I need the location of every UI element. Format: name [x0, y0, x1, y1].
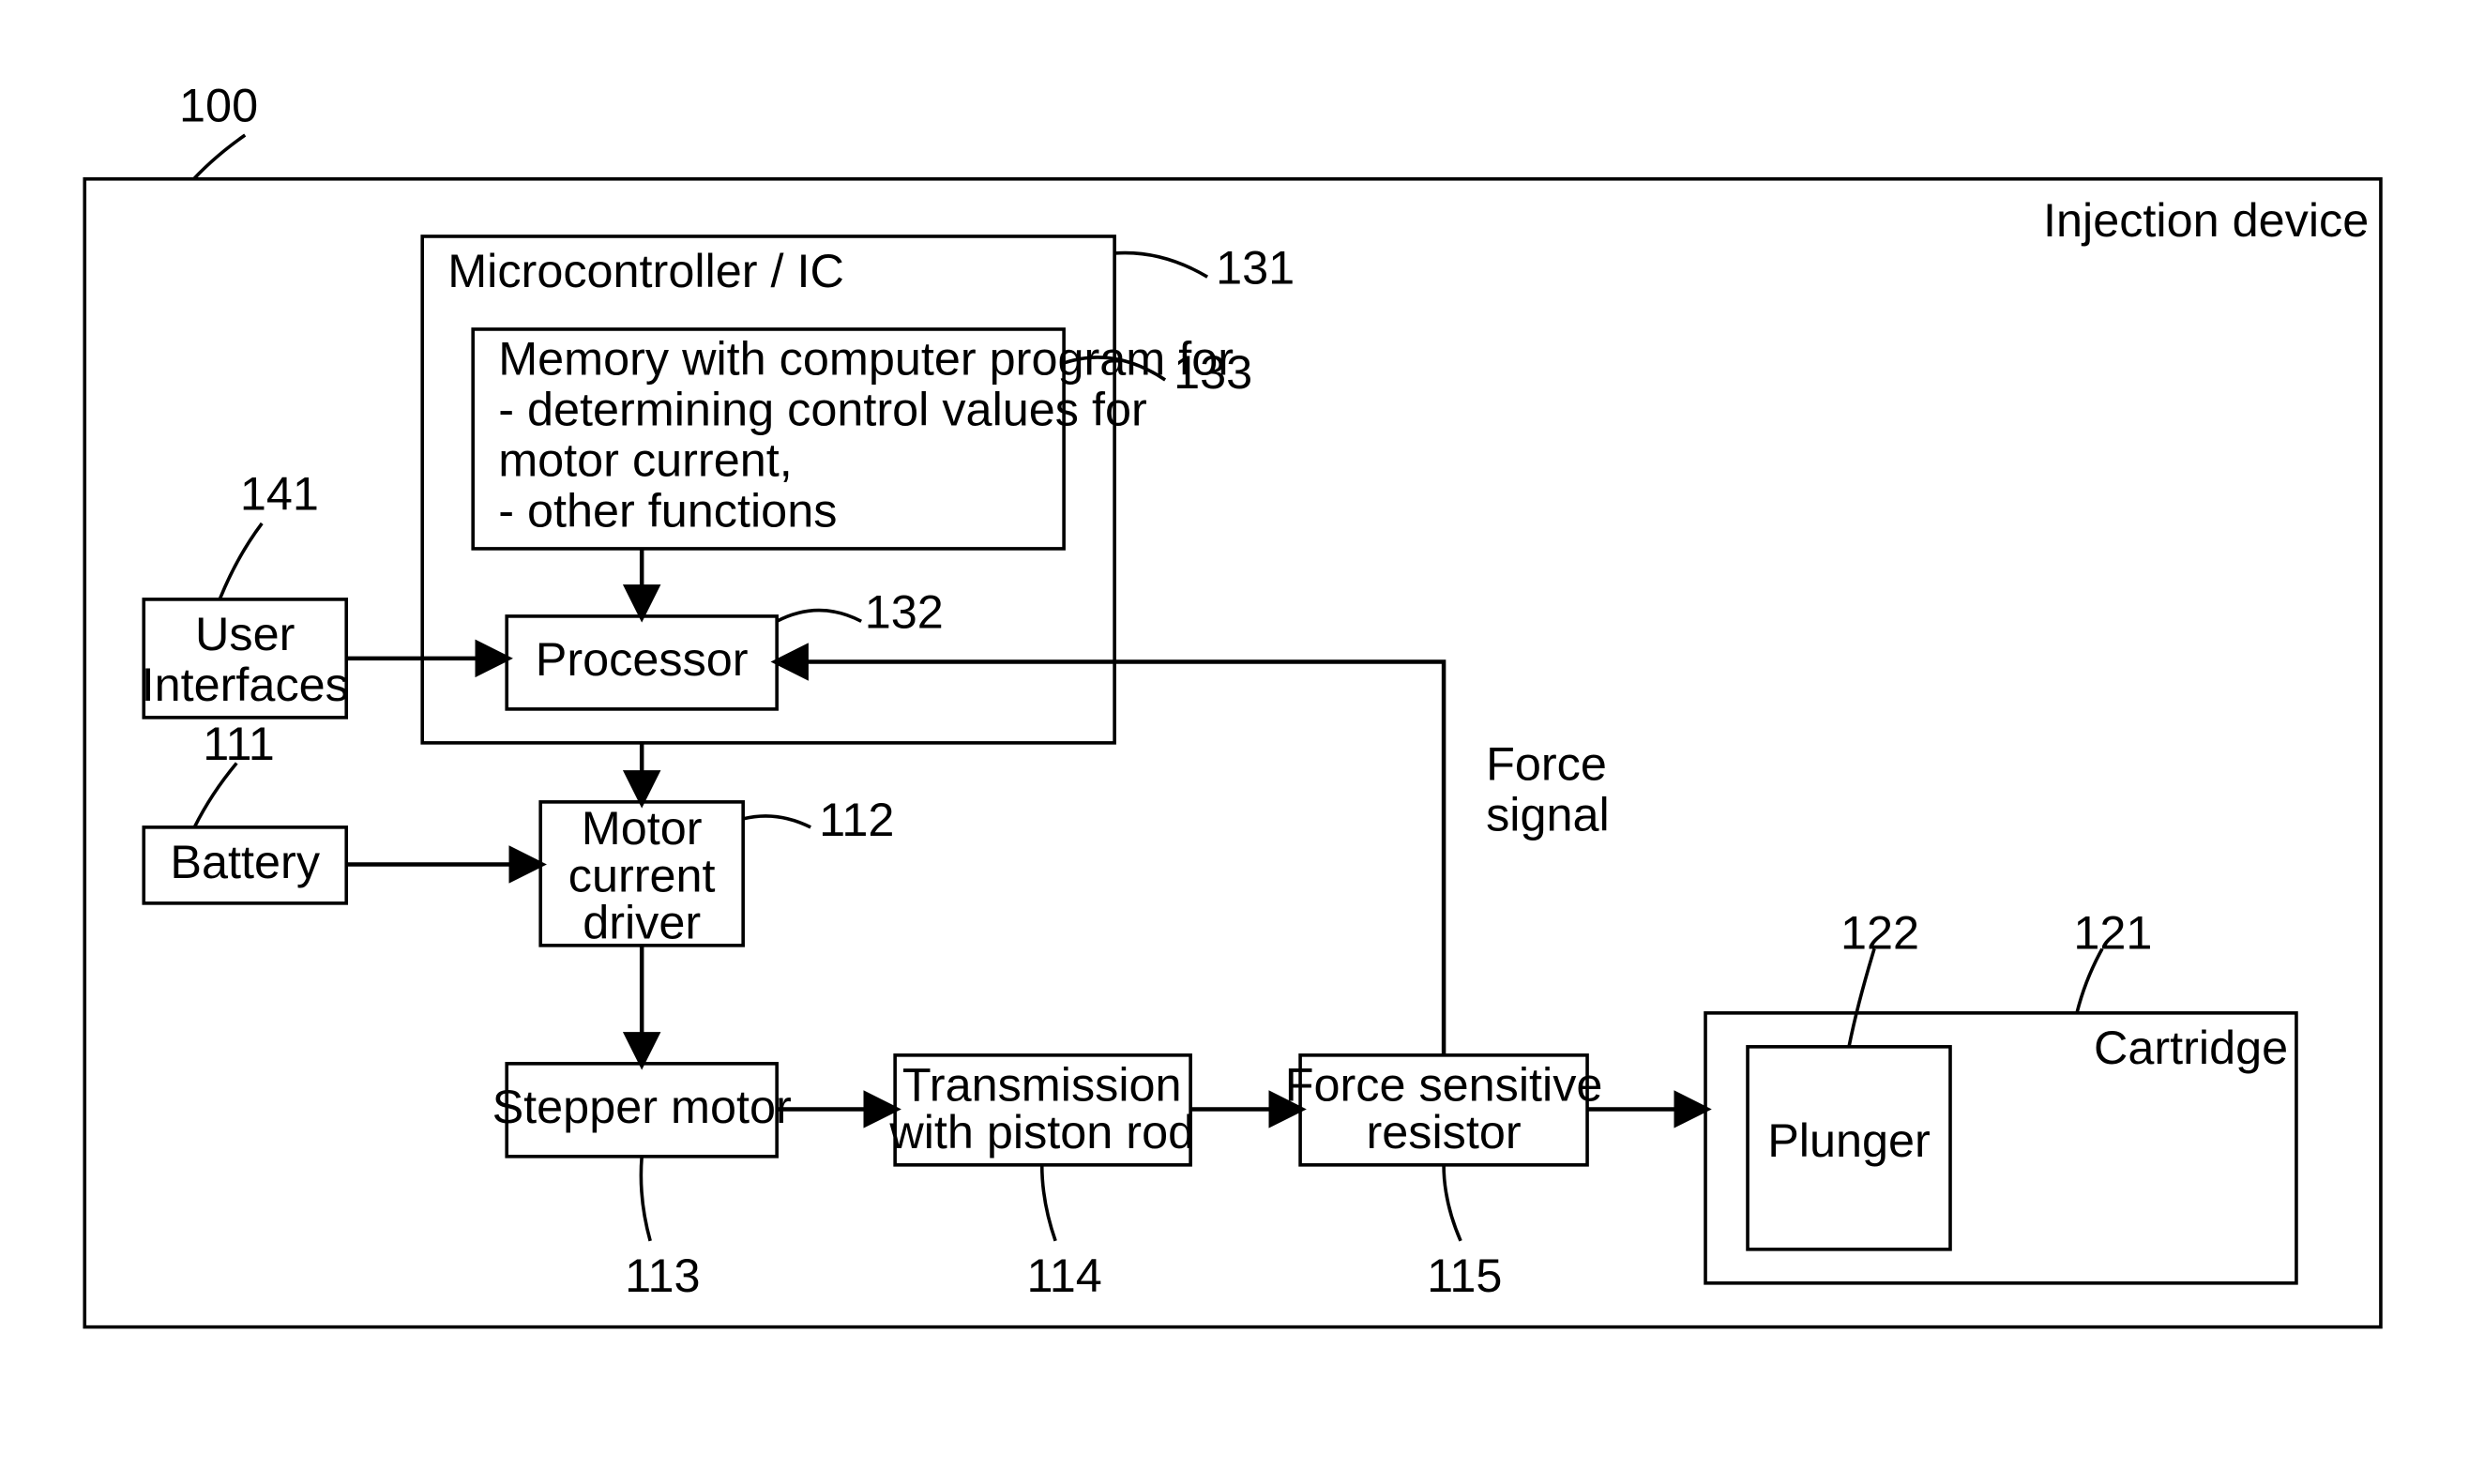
ref-number: 114 — [1027, 1249, 1102, 1302]
force-resistor-label: resistor — [1366, 1105, 1521, 1158]
ref-number: 133 — [1174, 345, 1252, 399]
transmission-label: Transmission — [902, 1057, 1182, 1111]
motor-driver-label: driver — [583, 896, 701, 949]
memory-text: Memory with computer program for — [498, 332, 1234, 386]
motor-driver-label: Motor — [582, 801, 703, 855]
block-diagram: 100 Injection device Microcontroller / IC 1… — [0, 0, 2484, 1484]
ref-number: 113 — [625, 1249, 700, 1302]
processor-label: Processor — [536, 632, 749, 686]
ref-number: 121 — [2073, 905, 2152, 959]
memory-text: motor current, — [498, 433, 793, 487]
plunger-label: Plunger — [1767, 1113, 1931, 1167]
memory-text: - determining control values for — [498, 383, 1147, 436]
ref-number: 111 — [203, 717, 275, 770]
ref-number: 132 — [865, 585, 944, 639]
force-signal-label: Force — [1486, 736, 1607, 790]
ref-number: 115 — [1427, 1249, 1502, 1302]
user-interfaces-label: User — [195, 607, 295, 660]
stepper-motor-label: Stepper motor — [492, 1080, 792, 1133]
force-signal-label: signal — [1486, 787, 1610, 840]
user-interfaces-label: Interfaces — [142, 658, 349, 711]
motor-driver-label: current — [568, 848, 716, 901]
ref-number: 100 — [179, 79, 258, 132]
force-resistor-label: Force sensitive — [1285, 1057, 1603, 1111]
memory-text: - other functions — [498, 484, 837, 538]
microcontroller-title: Microcontroller / IC — [447, 244, 844, 297]
transmission-label: with piston rod — [888, 1105, 1194, 1158]
cartridge-title: Cartridge — [2094, 1021, 2288, 1074]
battery-label: Battery — [170, 835, 320, 888]
ref-number: 122 — [1840, 905, 1919, 959]
ref-number: 112 — [819, 793, 894, 846]
ref-number: 141 — [240, 467, 319, 521]
ref-number: 131 — [1216, 240, 1295, 294]
injection-device-title: Injection device — [2043, 193, 2369, 247]
